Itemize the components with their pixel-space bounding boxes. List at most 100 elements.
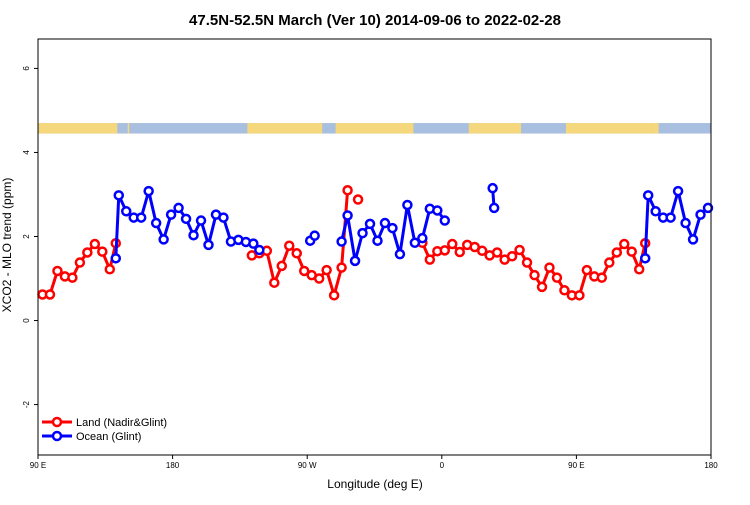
data-point xyxy=(536,281,548,293)
land-strip-segment xyxy=(127,123,130,134)
data-point xyxy=(476,245,488,257)
series-layer xyxy=(37,182,714,301)
x-tick-label: 180 xyxy=(166,461,180,470)
data-point xyxy=(165,209,177,220)
data-point xyxy=(687,234,699,245)
data-point xyxy=(150,217,162,229)
data-point xyxy=(195,215,207,226)
chart-title: 47.5N-52.5N March (Ver 10) 2014-09-06 to… xyxy=(189,12,561,29)
data-point xyxy=(551,272,563,283)
data-point xyxy=(559,285,570,296)
data-point xyxy=(269,277,280,288)
data-point xyxy=(439,215,451,226)
data-point xyxy=(439,245,451,256)
data-point xyxy=(432,205,443,216)
series-line xyxy=(251,190,350,297)
data-point xyxy=(82,247,93,258)
legend-marker xyxy=(51,416,63,428)
data-point xyxy=(402,199,413,211)
data-point xyxy=(352,194,364,205)
data-point xyxy=(74,257,86,268)
data-point xyxy=(336,236,347,247)
data-point xyxy=(44,289,56,300)
y-tick-label: 2 xyxy=(22,234,31,239)
data-point xyxy=(104,264,116,275)
land-strip-segment xyxy=(468,123,522,134)
series-line xyxy=(114,189,261,259)
data-point xyxy=(639,253,651,264)
data-point xyxy=(529,269,540,281)
legend-label: Land (Nadir&Glint) xyxy=(76,417,167,429)
data-point xyxy=(364,218,376,230)
plot-frame xyxy=(37,38,712,456)
axes: 90 E 180 90 W 0 90 E 180 -2 0 2 4 6 xyxy=(22,66,718,470)
data-point xyxy=(702,202,714,214)
data-point xyxy=(650,206,661,217)
series-ocean xyxy=(110,182,714,267)
data-point xyxy=(372,235,383,246)
data-point xyxy=(143,185,154,197)
y-tick-label: 4 xyxy=(22,150,31,155)
data-point xyxy=(574,290,585,301)
data-point xyxy=(409,237,421,249)
legend-label: Ocean (Glint) xyxy=(76,431,141,443)
data-point xyxy=(379,217,391,229)
data-point xyxy=(521,257,533,268)
data-point xyxy=(298,265,310,277)
y-tick-label: 6 xyxy=(22,66,31,71)
data-point xyxy=(626,246,637,257)
data-point xyxy=(291,248,302,259)
data-point xyxy=(158,234,169,245)
data-point xyxy=(417,232,428,244)
data-point xyxy=(611,247,623,258)
data-point xyxy=(514,244,525,256)
data-point xyxy=(672,185,684,197)
data-point xyxy=(110,253,122,264)
data-point xyxy=(349,255,361,267)
data-point xyxy=(135,212,147,223)
data-point xyxy=(276,260,288,272)
legend: Land (Nadir&Glint) Ocean (Glint) xyxy=(42,416,167,443)
x-axis-label: Longitude (deg E) xyxy=(327,477,422,491)
x-tick-label: 90 E xyxy=(568,461,584,470)
y-tick-label: 0 xyxy=(22,318,31,323)
legend-marker xyxy=(51,430,63,442)
y-axis-label: XCO2 - MLO trend (ppm) xyxy=(0,178,14,313)
land-strip-segment xyxy=(651,123,659,134)
data-point xyxy=(454,246,465,258)
data-point xyxy=(604,257,615,268)
data-point xyxy=(487,182,498,194)
y-tick-label: -2 xyxy=(22,400,31,408)
data-point xyxy=(120,206,132,217)
data-point xyxy=(313,273,325,284)
data-point xyxy=(680,217,691,229)
data-point xyxy=(387,222,398,234)
x-tick-label: 0 xyxy=(440,461,445,470)
series-line xyxy=(643,189,709,259)
data-point xyxy=(342,185,353,196)
data-point xyxy=(248,238,259,249)
data-point xyxy=(67,272,78,283)
data-point xyxy=(642,190,654,201)
land-strip-segment xyxy=(38,123,118,134)
data-point xyxy=(336,262,347,273)
data-point xyxy=(173,202,184,214)
data-point xyxy=(97,246,108,257)
data-point xyxy=(284,240,295,251)
data-point xyxy=(695,209,706,220)
data-point xyxy=(309,230,320,241)
data-point xyxy=(113,190,125,201)
data-point xyxy=(218,212,229,223)
data-point xyxy=(506,250,518,262)
data-point xyxy=(394,248,406,260)
land-strip-segment xyxy=(247,123,323,134)
data-point xyxy=(619,238,630,250)
data-point xyxy=(254,244,265,256)
data-point xyxy=(544,262,555,273)
data-point xyxy=(188,229,199,241)
data-point xyxy=(180,213,192,225)
data-point xyxy=(52,265,63,277)
data-point xyxy=(89,238,101,250)
data-point xyxy=(328,290,340,301)
